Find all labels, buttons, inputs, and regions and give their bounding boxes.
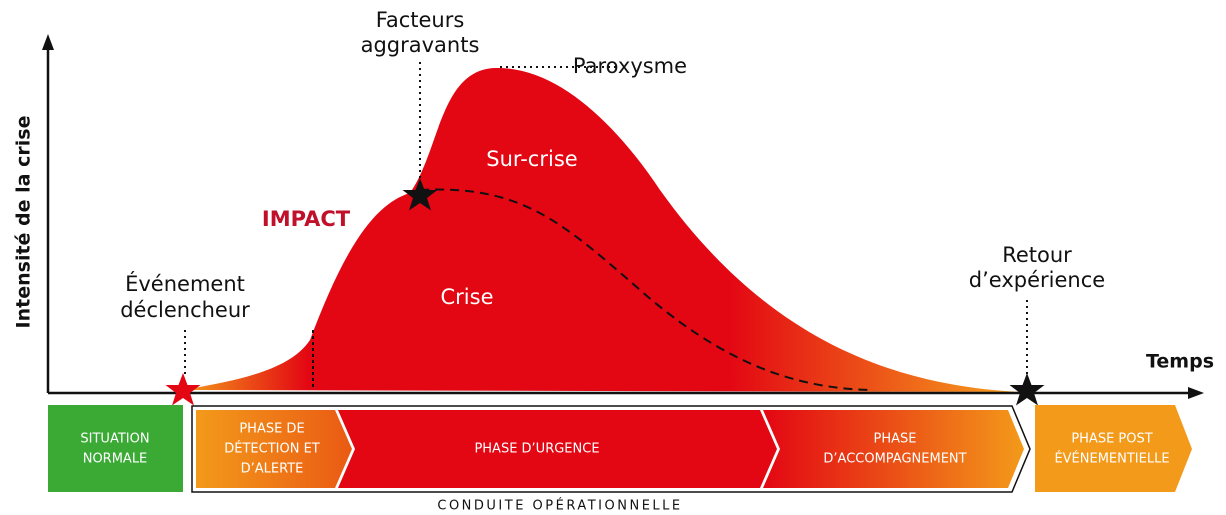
annotation: déclencheur	[120, 298, 250, 322]
x-arrow	[1188, 387, 1204, 399]
x-axis-label: Temps	[1146, 351, 1214, 373]
operational-frame	[191, 405, 1031, 493]
annotation: Facteurs	[376, 8, 465, 32]
crisis-curve	[183, 67, 1020, 393]
phase-label: PHASE	[874, 432, 917, 447]
operational-label: CONDUITE OPÉRATIONNELLE	[437, 498, 682, 514]
crisis-dashed-line	[419, 188, 871, 391]
phase-label: ÉVÉNEMENTIELLE	[1054, 451, 1169, 467]
annotation: Paroxysme	[573, 54, 687, 78]
trigger-star	[165, 373, 201, 406]
annotation: IMPACT	[262, 207, 351, 231]
phase-urgence-box	[338, 410, 777, 488]
phase-label: PHASE D’URGENCE	[474, 442, 599, 457]
phase-label: PHASE DE	[239, 422, 304, 437]
phase-post-box	[1035, 405, 1192, 492]
phase-label: PHASE POST	[1071, 432, 1152, 447]
leader-lines	[184, 62, 1028, 378]
annotation: Crise	[441, 285, 494, 309]
aggravating-star	[402, 178, 438, 211]
phase-label: D’ACCOMPAGNEMENT	[823, 452, 966, 467]
annotation: aggravants	[361, 33, 480, 57]
phase-normal-box	[48, 405, 183, 492]
phase-detection-box	[196, 410, 352, 488]
phase-label: DÉTECTION ET	[224, 441, 320, 457]
y-axis-label: Intensité de la crise	[13, 116, 35, 329]
phase-label: SITUATION	[80, 432, 149, 447]
feedback-star	[1009, 373, 1045, 406]
y-arrow	[42, 34, 54, 50]
annotation: Retour	[1002, 243, 1072, 267]
annotation: Sur-crise	[486, 147, 577, 171]
phase-accompagnement-box	[763, 410, 1024, 488]
phase-label: NORMALE	[83, 452, 148, 467]
annotation: Événement	[125, 271, 245, 296]
annotation: d’expérience	[969, 268, 1105, 292]
phase-label: D’ALERTE	[241, 462, 304, 477]
